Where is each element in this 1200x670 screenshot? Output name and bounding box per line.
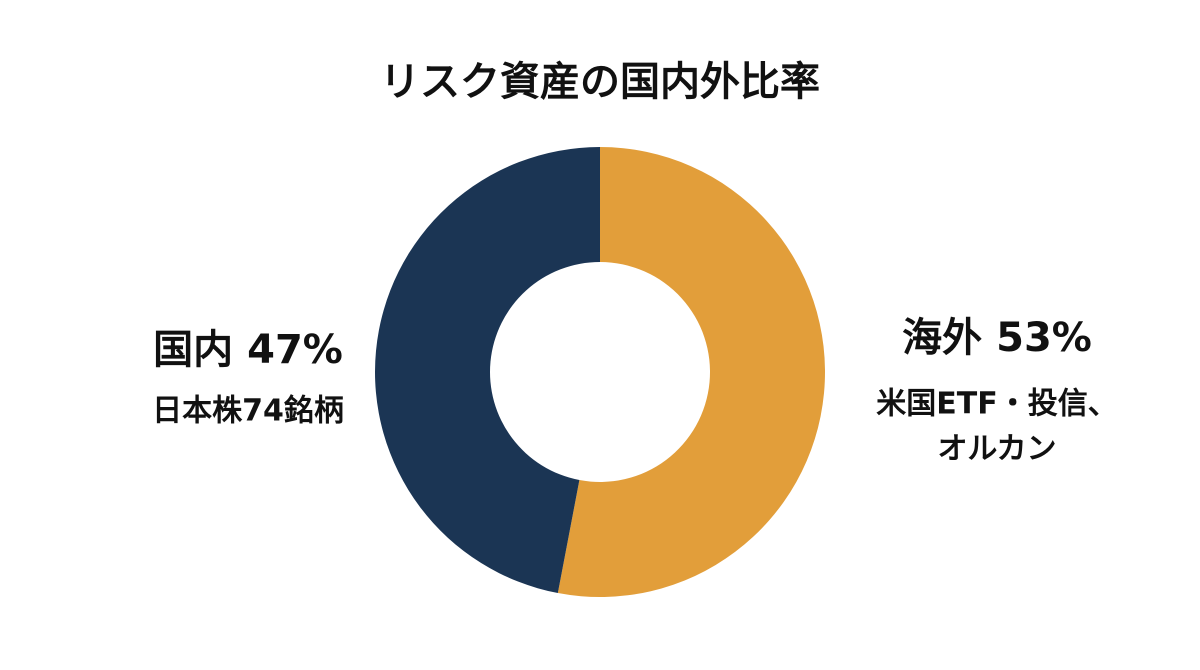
slice-label: 国内 47% — [153, 327, 343, 373]
category-label: 国内 — [153, 327, 233, 373]
donut-slice — [557, 147, 825, 597]
donut-slice — [374, 147, 600, 594]
value-label: 53% — [996, 315, 1092, 361]
category-label: 海外 — [902, 315, 982, 361]
chart-title: リスク資産の国内外比率 — [380, 59, 820, 105]
slice-description: 日本株74銘柄 — [152, 394, 344, 429]
slice-label: 海外 53% — [902, 315, 1092, 361]
value-label: 47% — [247, 327, 343, 373]
slice-description: オルカン — [937, 432, 1056, 467]
slice-description: 米国ETF・投信、 — [876, 387, 1117, 422]
